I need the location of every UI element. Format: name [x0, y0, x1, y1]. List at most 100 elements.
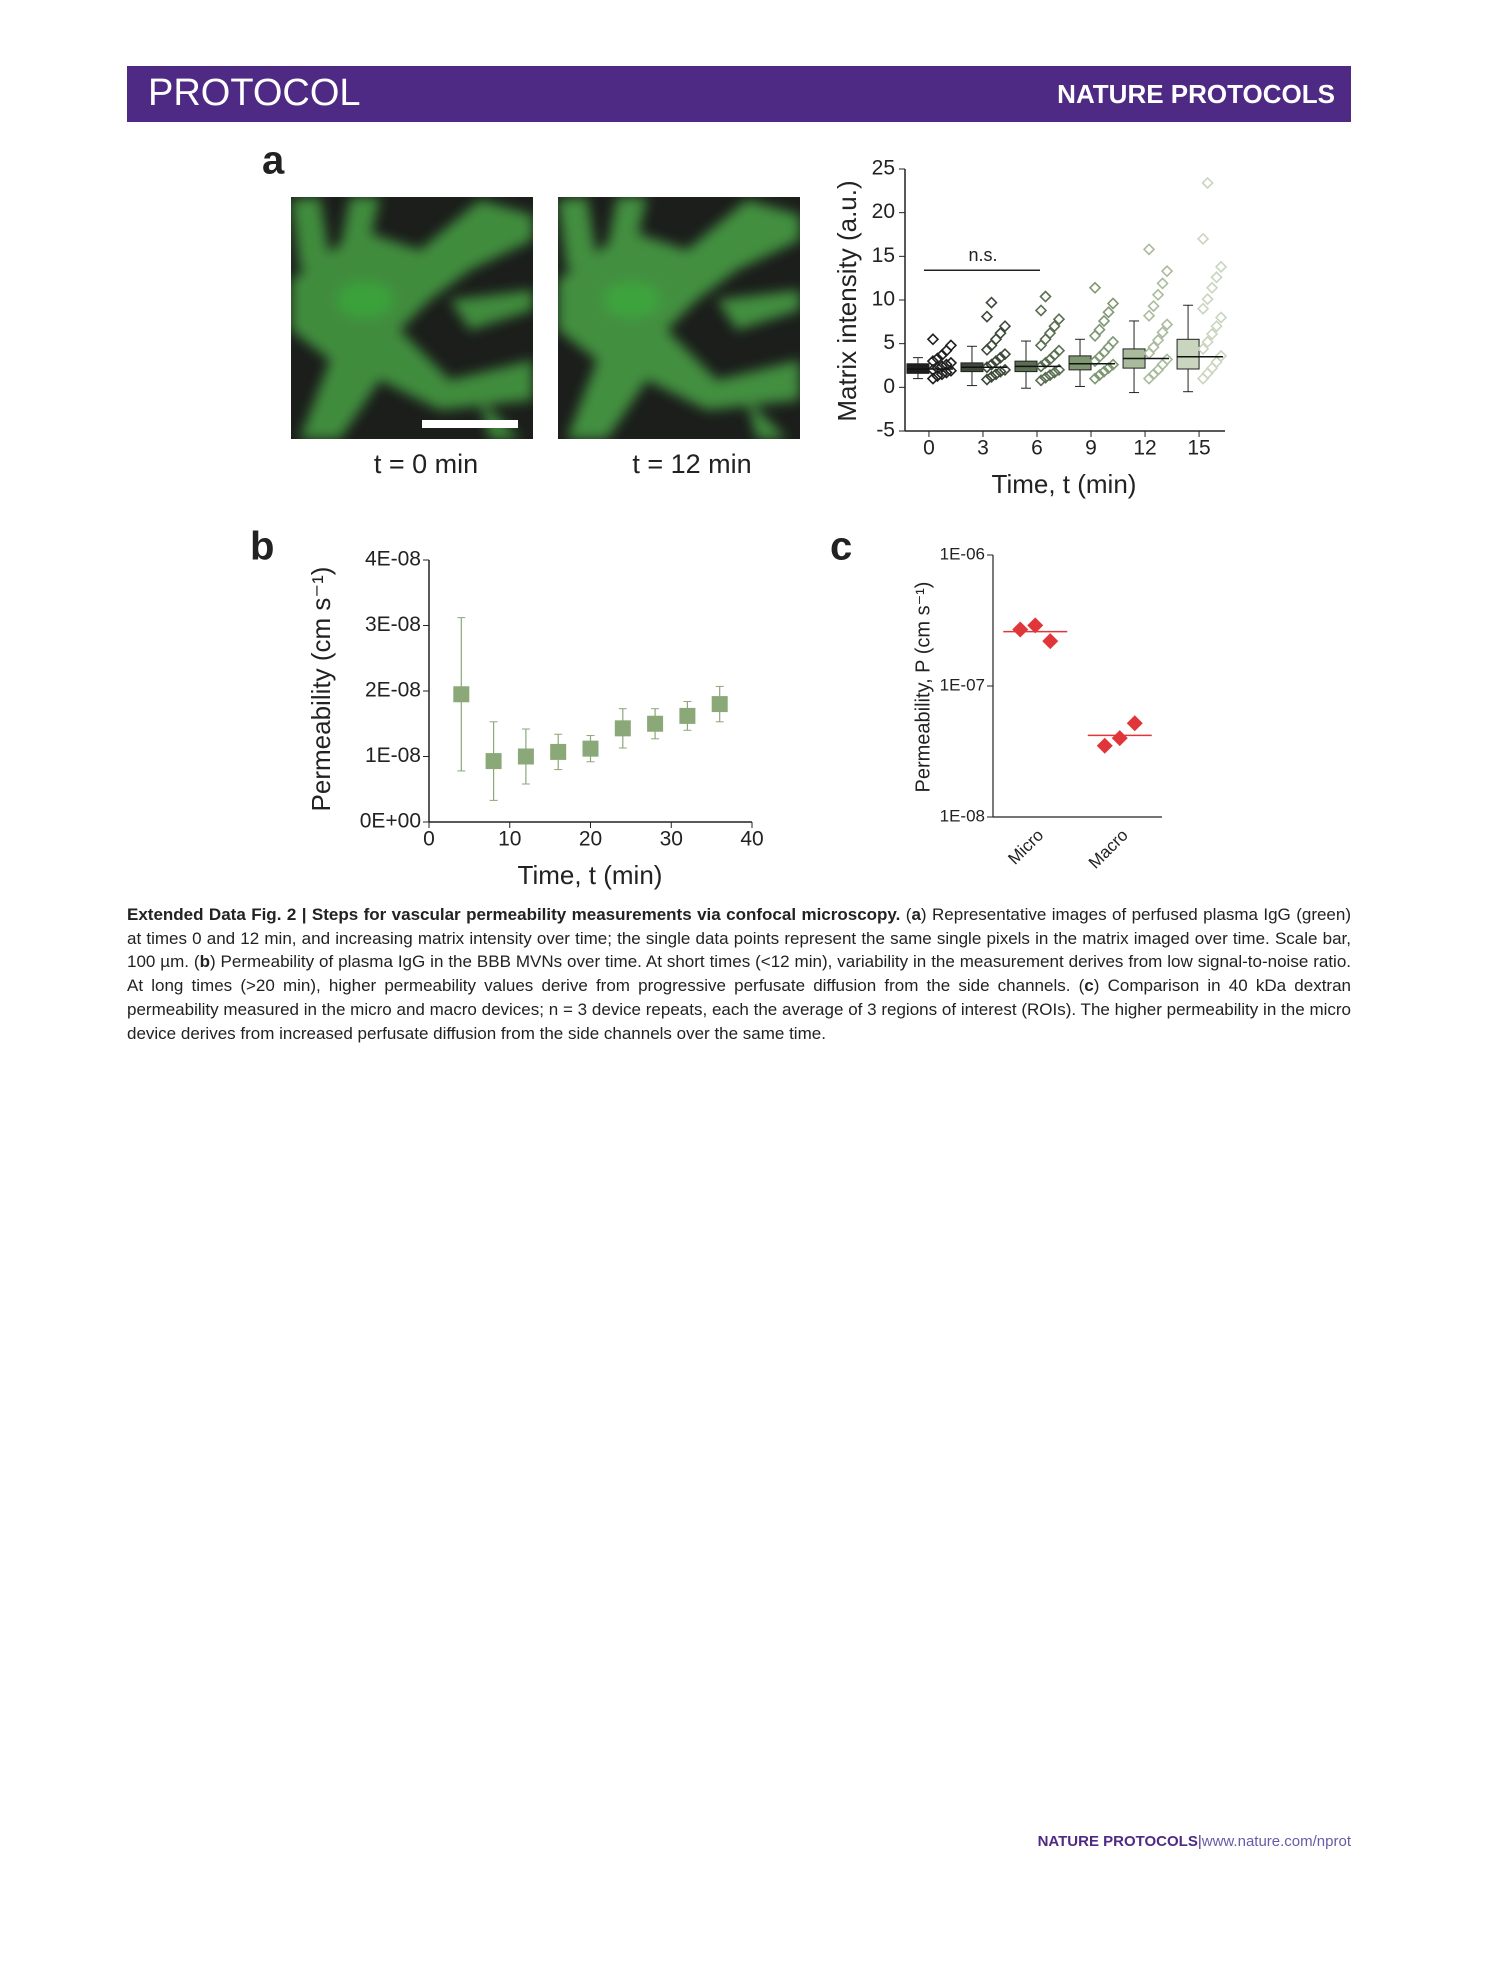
header-bar [127, 66, 1351, 122]
x-tick-label: 6 [1031, 437, 1043, 460]
data-point [1048, 366, 1061, 379]
caption-panel-ref: b [199, 952, 210, 972]
panel-letter: b [250, 525, 274, 569]
data-point [1210, 355, 1223, 369]
data-point [550, 743, 567, 760]
x-tick-label: Macro [1085, 826, 1132, 873]
data-point [1142, 243, 1156, 256]
data-point [989, 333, 1003, 346]
data-point [1096, 737, 1113, 754]
y-tick-label: 3E-08 [365, 613, 421, 636]
data-point [1039, 290, 1052, 303]
micrograph [291, 197, 533, 439]
x-axis-label: Time, t (min) [518, 860, 663, 890]
data-point [711, 696, 728, 713]
x-tick-label: 0 [423, 828, 435, 851]
data-point [647, 715, 664, 732]
data-point [1156, 277, 1169, 290]
data-point [1196, 342, 1210, 356]
data-point [1043, 327, 1057, 340]
data-point [517, 748, 534, 765]
y-tick-label: 15 [872, 244, 895, 267]
data-point [998, 348, 1012, 361]
panel-letter: a [262, 139, 285, 183]
data-point [1052, 363, 1066, 376]
data-point [1201, 176, 1214, 190]
y-tick-label: 1E-06 [940, 544, 985, 563]
data-point [998, 320, 1012, 333]
data-point [1039, 333, 1052, 346]
y-tick-label: -5 [876, 419, 895, 442]
image-label: t = 0 min [374, 449, 478, 479]
data-point [1034, 304, 1048, 317]
data-point [582, 740, 599, 757]
data-point [1147, 299, 1160, 313]
data-point [1052, 313, 1066, 326]
data-point [1205, 327, 1219, 341]
data-point [994, 351, 1007, 364]
data-point [1196, 302, 1210, 315]
data-point [1201, 367, 1214, 380]
data-point [994, 365, 1007, 378]
data-point [1196, 372, 1210, 385]
x-tick-label: 0 [923, 437, 935, 460]
data-point [1048, 348, 1061, 362]
data-point [1147, 341, 1160, 354]
data-point [1214, 311, 1228, 324]
data-point [1142, 372, 1156, 385]
data-point [931, 352, 944, 365]
data-point [926, 333, 940, 346]
data-point [935, 348, 949, 362]
box [1176, 338, 1200, 370]
x-tick-label: 40 [740, 828, 763, 851]
data-point [985, 358, 998, 371]
data-point [944, 356, 958, 370]
data-point [1156, 326, 1169, 339]
caption-panel-ref: a [911, 905, 921, 924]
caption-title: Extended Data Fig. 2 | Steps for vascula… [127, 905, 901, 924]
data-point [1106, 358, 1120, 371]
micrograph [558, 197, 800, 439]
data-point [980, 343, 994, 356]
data-point [935, 360, 949, 373]
data-point [1088, 372, 1102, 385]
data-point [1043, 353, 1057, 366]
caption-panel-ref: c [1084, 976, 1094, 996]
data-point [1106, 297, 1120, 310]
data-point [1126, 715, 1143, 732]
data-point [1012, 621, 1029, 638]
data-point [985, 370, 998, 383]
data-point [1151, 334, 1165, 347]
data-point [1214, 349, 1228, 363]
y-tick-label: 1E-08 [365, 744, 421, 767]
data-point [1106, 335, 1120, 349]
data-point [926, 355, 940, 368]
data-point [1088, 281, 1102, 294]
data-point [1214, 260, 1228, 273]
y-tick-label: 4E-08 [365, 548, 421, 571]
data-point [1052, 344, 1066, 357]
y-tick-label: 1E-07 [940, 675, 985, 694]
data-point [1102, 341, 1115, 354]
y-tick-label: 5 [883, 331, 895, 354]
y-tick-label: 10 [872, 288, 895, 311]
data-point [1034, 360, 1048, 373]
footer-url: www.nature.com/nprot [1201, 1833, 1351, 1850]
y-tick-label: 1E-08 [940, 806, 985, 825]
y-tick-label: 0E+00 [360, 810, 421, 833]
y-axis-label: Matrix intensity (a.u.) [832, 180, 862, 421]
caption: Extended Data Fig. 2 | Steps for vascula… [127, 903, 1351, 1045]
data-point [980, 373, 994, 386]
caption-text: ( [900, 905, 912, 924]
data-point [1160, 318, 1174, 331]
y-tick-label: 0 [883, 375, 895, 398]
y-axis-label: Permeability, P (cm s⁻¹) [912, 582, 934, 793]
data-point [1039, 371, 1052, 384]
data-point [1088, 355, 1102, 368]
data-point [679, 707, 696, 724]
image-label: t = 12 min [632, 449, 751, 479]
data-point [994, 327, 1007, 340]
data-point [1088, 329, 1102, 342]
x-tick-label: 30 [660, 828, 683, 851]
